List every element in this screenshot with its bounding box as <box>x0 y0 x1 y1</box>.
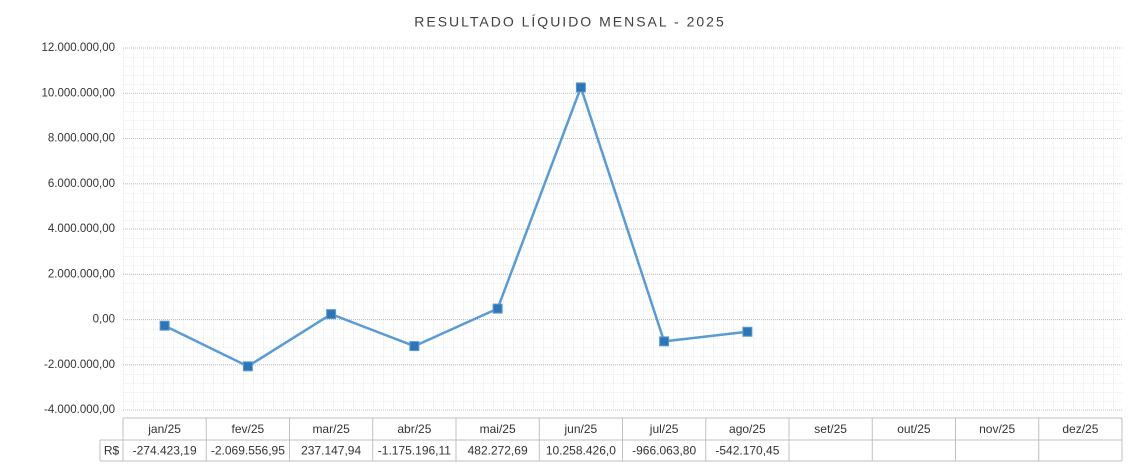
marker <box>659 336 670 347</box>
data-label: 10.258.426,0 <box>546 444 616 458</box>
marker <box>575 82 586 93</box>
data-label: -966.063,80 <box>632 444 696 458</box>
data-label: 482.272,69 <box>468 444 528 458</box>
x-tick-label: out/25 <box>897 422 931 436</box>
x-tick-label: set/25 <box>814 422 847 436</box>
marker <box>742 326 753 337</box>
y-tick-label: 2.000.000,00 <box>48 268 115 280</box>
x-tick-label: jun/25 <box>564 422 598 436</box>
y-tick-label: 8.000.000,00 <box>48 133 115 145</box>
data-label: -2.069.556,95 <box>211 444 285 458</box>
y-tick-label: 10.000.000,00 <box>41 87 115 99</box>
minor-grid <box>123 48 1122 410</box>
marker <box>242 361 253 372</box>
x-tick-label: dez/25 <box>1062 422 1098 436</box>
y-tick-label: 12.000.000,00 <box>41 42 115 54</box>
y-tick-label: 0,00 <box>93 314 115 326</box>
series-line <box>164 83 748 368</box>
y-tick-label: -2.000.000,00 <box>44 359 115 371</box>
data-label: 237.147,94 <box>301 444 361 458</box>
y-tick-label: 6.000.000,00 <box>48 178 115 190</box>
x-tick-label: fev/25 <box>232 422 265 436</box>
x-tick-label: abr/25 <box>397 422 431 436</box>
x-tick-label: nov/25 <box>979 422 1015 436</box>
x-tick-label: jul/25 <box>649 422 679 436</box>
data-label: -274.423,19 <box>133 444 197 458</box>
marker <box>409 341 420 352</box>
marker <box>159 320 170 331</box>
legend-label: R$ <box>104 444 120 458</box>
marker <box>492 303 503 314</box>
data-label: -542.170,45 <box>715 444 779 458</box>
x-tick-label: ago/25 <box>729 422 766 436</box>
x-tick-label: jan/25 <box>147 422 181 436</box>
marker <box>326 309 337 320</box>
x-tick-label: mai/25 <box>480 422 516 436</box>
x-tick-label: mar/25 <box>312 422 350 436</box>
chart-title: RESULTADO LÍQUIDO MENSAL - 2025 <box>414 14 725 30</box>
data-label: -1.175.196,11 <box>378 444 451 458</box>
y-tick-label: 4.000.000,00 <box>48 223 115 235</box>
y-tick-label: -4.000.000,00 <box>44 404 115 416</box>
